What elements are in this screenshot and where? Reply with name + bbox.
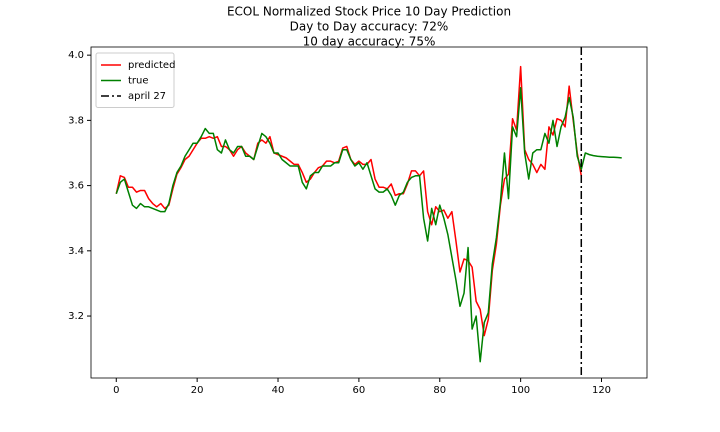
x-tick-label: 120 — [592, 385, 611, 396]
series-line — [115, 87, 622, 363]
legend: predicted true april 27 — [95, 52, 175, 108]
y-tick-label: 3.8 — [68, 115, 84, 126]
x-tick-label: 100 — [511, 385, 530, 396]
legend-box — [95, 52, 175, 108]
x-tick-label: 60 — [353, 385, 366, 396]
chart-subtitle: Day to Day accuracy: 72% — [290, 20, 449, 34]
y-tick-label: 3.6 — [68, 181, 84, 192]
y-tick-label: 4.0 — [68, 50, 84, 61]
chart-title: ECOL Normalized Stock Price 10 Day Predi… — [227, 5, 511, 19]
legend-label: predicted — [128, 60, 175, 71]
legend-label: april 27 — [128, 91, 166, 102]
y-tick-label: 3.4 — [68, 246, 84, 257]
legend-label: true — [128, 76, 149, 87]
x-tick-label: 40 — [272, 385, 285, 396]
x-tick-label: 0 — [113, 385, 119, 396]
plot-frame — [90, 46, 648, 379]
chart-subtitle: 10 day accuracy: 75% — [303, 35, 436, 49]
x-tick-label: 80 — [433, 385, 446, 396]
x-tick-label: 20 — [191, 385, 204, 396]
y-tick-label: 3.2 — [68, 311, 84, 322]
